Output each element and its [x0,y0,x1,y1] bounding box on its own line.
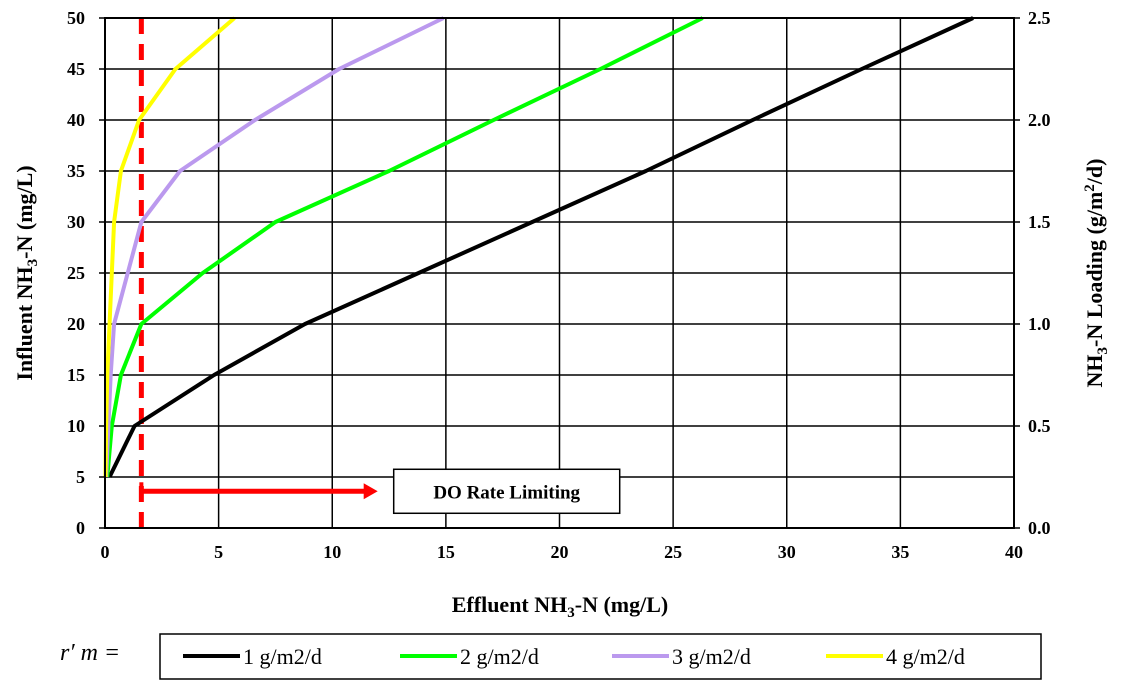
annotation-arrow-head [363,483,378,500]
legend-label-2: 2 g/m2/d [460,644,539,669]
legend-box [159,633,1042,680]
x-tick-label: 40 [1005,542,1023,562]
x-tick-label: 35 [891,542,909,562]
y-tick-label: 25 [67,263,85,283]
grid-lines [104,17,1015,529]
y2-tick-label: 0.5 [1028,416,1051,436]
y-tick-label: 35 [67,161,85,181]
y-tick-label: 15 [67,365,85,385]
legend-label-3: 3 g/m2/d [672,644,751,669]
y-tick-label: 30 [67,212,85,232]
y-tick-label: 45 [67,59,85,79]
legend-label-4: 4 g/m2/d [886,644,965,669]
x-tick-label: 30 [778,542,796,562]
x-tick-label: 10 [323,542,341,562]
y-tick-label: 40 [67,110,85,130]
y-tick-label: 0 [76,518,85,538]
annotation-group: DO Rate Limiting [139,468,621,515]
x-tick-label: 0 [101,542,110,562]
y-tick-label: 20 [67,314,85,334]
x-axis-title: Effluent NH3-N (mg/L) [452,592,668,621]
series-line-3 [104,16,445,478]
y2-tick-label: 2.0 [1028,110,1051,130]
y2-tick-label: 1.5 [1028,212,1051,232]
annotation-label: DO Rate Limiting [433,482,580,503]
y2-tick-label: 2.5 [1028,8,1051,28]
tick-labels: 0 5 10 15 20 25 30 35 40 0 5 10 15 20 25 30 35 40 45 50 0.0 0… [67,8,1051,562]
series-line-4 [103,16,236,478]
y-tick-label: 5 [76,467,85,487]
y2-tick-label: 0.0 [1028,518,1051,538]
y2-tick-label: 1.0 [1028,314,1051,334]
x-tick-label: 5 [214,542,223,562]
legend: 1 g/m2/d 2 g/m2/d 3 g/m2/d 4 g/m2/d [183,644,965,669]
x-tick-label: 20 [551,542,569,562]
annotation-box [392,468,621,515]
y-tick-label: 10 [67,416,85,436]
series-line-1 [107,16,974,478]
y2-axis-title: NH3-N Loading (g/m2/d) [1082,159,1111,388]
x-tick-label: 15 [437,542,455,562]
legend-label-1: 1 g/m2/d [243,644,322,669]
legend-prefix: r′ m = [60,640,120,666]
x-tick-label: 25 [664,542,682,562]
y-axis-title: Influent NH3-N (mg/L) [12,165,41,380]
y-tick-label: 50 [67,8,85,28]
series-line-2 [105,16,704,478]
series-lines [103,16,974,478]
